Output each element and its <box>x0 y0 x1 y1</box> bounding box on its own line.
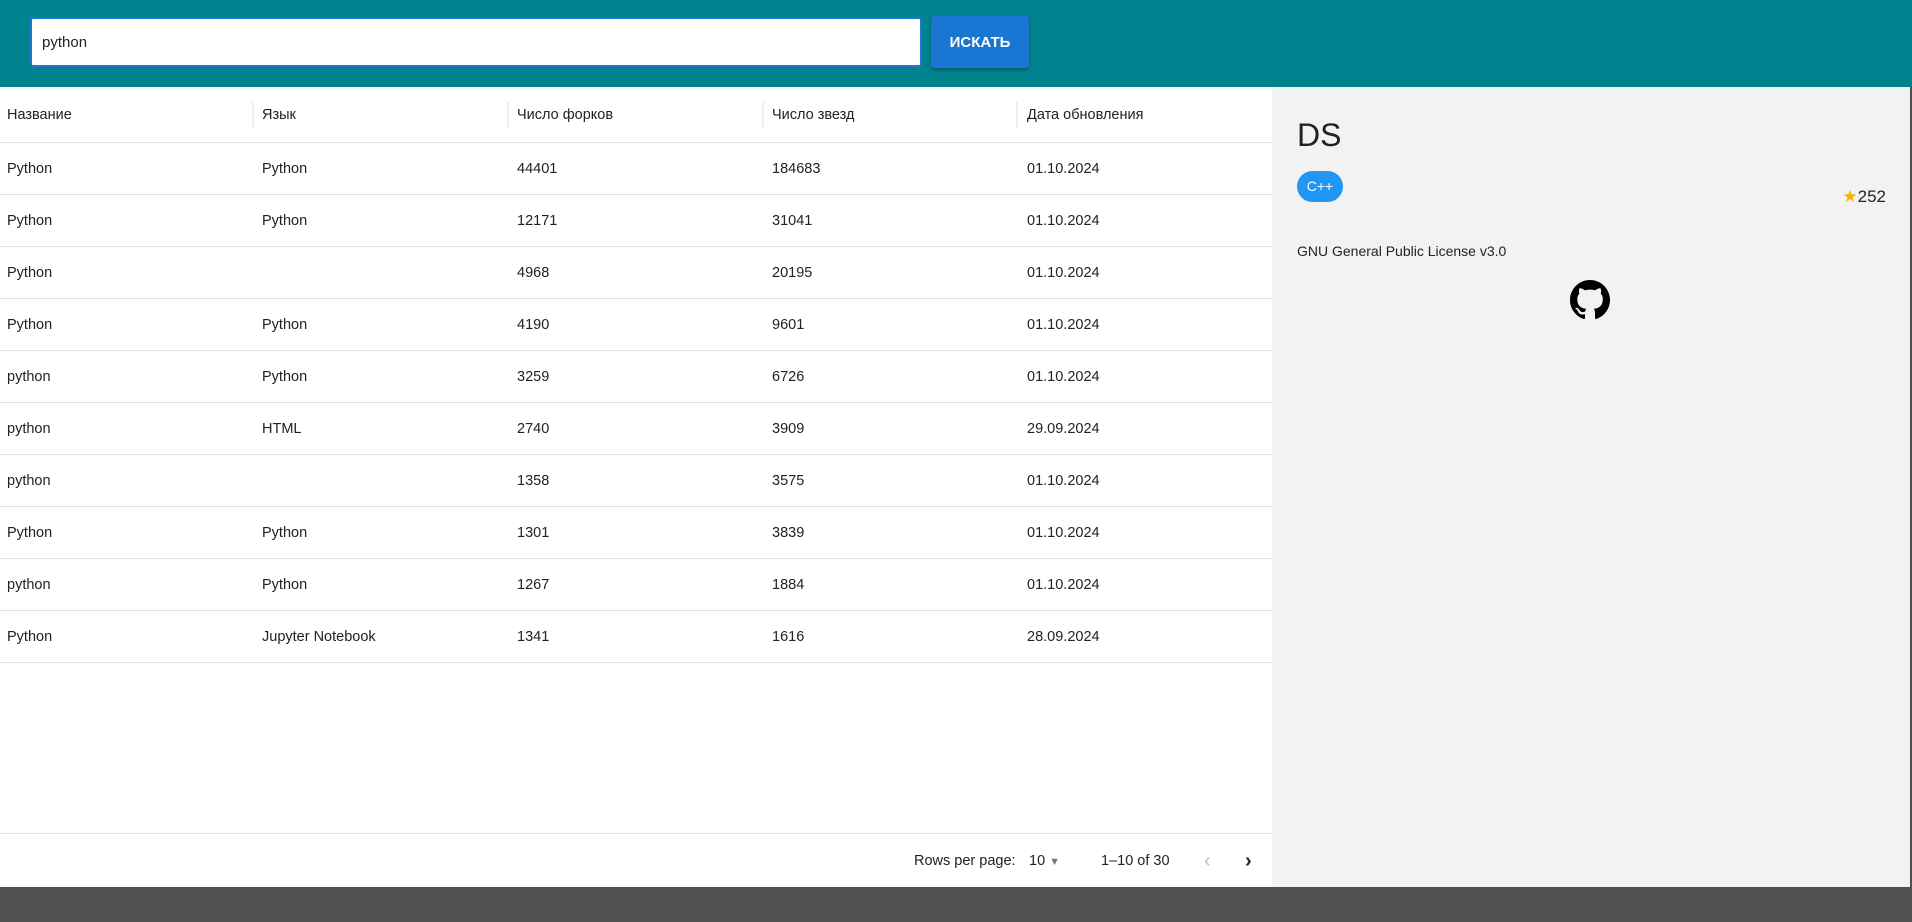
cell-stars: 1884 <box>772 577 805 593</box>
cell-stars: 3909 <box>772 421 805 437</box>
repository-details-panel: DS C++ ★252 GNU General Public License v… <box>1272 87 1910 887</box>
cell-name: Python <box>7 317 53 333</box>
cell-updated: 01.10.2024 <box>1027 265 1100 281</box>
table-row[interactable]: Python Jupyter Notebook 1341 1616 28.09.2024 <box>0 611 1272 663</box>
previous-page-button[interactable]: ‹ <box>1204 850 1211 872</box>
cell-forks: 2740 <box>517 421 550 437</box>
table-header: Название Язык Число форков Число звезд Д… <box>0 87 1272 143</box>
license: GNU General Public License v3.0 <box>1297 243 1507 259</box>
cell-stars: 1616 <box>772 629 805 645</box>
cell-updated: 01.10.2024 <box>1027 525 1100 541</box>
cell-forks: 4968 <box>517 265 550 281</box>
table-row[interactable]: python Python 3259 6726 01.10.2024 <box>0 351 1272 403</box>
github-icon[interactable] <box>1570 280 1610 324</box>
table-row[interactable]: python Python 1267 1884 01.10.2024 <box>0 559 1272 611</box>
column-header-updated[interactable]: Дата обновления <box>1027 107 1144 123</box>
cell-forks: 1301 <box>517 525 550 541</box>
table-row[interactable]: Python Python 1301 3839 01.10.2024 <box>0 507 1272 559</box>
cell-name: python <box>7 421 51 437</box>
cell-name: python <box>7 577 51 593</box>
cell-updated: 01.10.2024 <box>1027 317 1100 333</box>
search-input[interactable] <box>30 17 922 67</box>
rows-per-page-value: 10 <box>1029 853 1046 869</box>
cell-stars: 3839 <box>772 525 805 541</box>
next-page-button[interactable]: › <box>1245 850 1252 872</box>
cell-name: python <box>7 473 51 489</box>
top-bar: ИСКАТЬ <box>0 0 1912 87</box>
cell-updated: 01.10.2024 <box>1027 473 1100 489</box>
table-row[interactable]: Python Python 12171 31041 01.10.2024 <box>0 195 1272 247</box>
column-header-name[interactable]: Название <box>7 107 72 123</box>
rows-per-page-label: Rows per page: <box>914 853 1016 869</box>
cell-forks: 4190 <box>517 317 550 333</box>
column-header-language[interactable]: Язык <box>262 107 296 123</box>
column-header-stars[interactable]: Число звезд <box>772 107 855 123</box>
cell-language: Python <box>262 369 308 385</box>
stars-count: ★252 <box>1842 187 1886 207</box>
cell-updated: 01.10.2024 <box>1027 577 1100 593</box>
cell-language: Python <box>262 213 308 229</box>
cell-name: Python <box>7 629 53 645</box>
search-button[interactable]: ИСКАТЬ <box>931 16 1029 68</box>
cell-forks: 12171 <box>517 213 558 229</box>
star-icon: ★ <box>1842 187 1858 206</box>
cell-language: Python <box>262 161 308 177</box>
cell-name: Python <box>7 213 53 229</box>
cell-name: Python <box>7 525 53 541</box>
cell-updated: 28.09.2024 <box>1027 629 1100 645</box>
cell-name: python <box>7 369 51 385</box>
column-header-forks[interactable]: Число форков <box>517 107 614 123</box>
cell-forks: 1341 <box>517 629 550 645</box>
cell-language: HTML <box>262 421 302 437</box>
cell-name: Python <box>7 161 53 177</box>
language-chip: C++ <box>1297 171 1343 202</box>
cell-stars: 9601 <box>772 317 805 333</box>
table-row[interactable]: Python Python 4190 9601 01.10.2024 <box>0 299 1272 351</box>
cell-stars: 31041 <box>772 213 813 229</box>
cell-stars: 184683 <box>772 161 821 177</box>
column-separator <box>507 102 509 128</box>
cell-language: Jupyter Notebook <box>262 629 376 645</box>
pagination: Rows per page: 10 ▼ 1–10 of 30 ‹ › <box>0 833 1272 887</box>
table-row[interactable]: python HTML 2740 3909 29.09.2024 <box>0 403 1272 455</box>
cell-updated: 01.10.2024 <box>1027 161 1100 177</box>
column-separator <box>762 102 764 128</box>
repositories-table: Название Язык Число форков Число звезд Д… <box>0 87 1272 887</box>
cell-forks: 1267 <box>517 577 550 593</box>
page-range: 1–10 of 30 <box>1101 853 1170 869</box>
cell-stars: 3575 <box>772 473 805 489</box>
column-separator <box>1016 102 1018 128</box>
cell-name: Python <box>7 265 53 281</box>
cell-forks: 3259 <box>517 369 550 385</box>
cell-updated: 29.09.2024 <box>1027 421 1100 437</box>
column-separator <box>252 102 254 128</box>
table-row[interactable]: Python Python 44401 184683 01.10.2024 <box>0 143 1272 195</box>
cell-language: Python <box>262 317 308 333</box>
cell-updated: 01.10.2024 <box>1027 213 1100 229</box>
cell-updated: 01.10.2024 <box>1027 369 1100 385</box>
cell-stars: 20195 <box>772 265 813 281</box>
cell-stars: 6726 <box>772 369 805 385</box>
cell-language: Python <box>262 577 308 593</box>
rows-per-page-select[interactable]: 10 ▼ <box>1029 834 1060 889</box>
stars-value: 252 <box>1857 187 1886 206</box>
repository-title: DS <box>1297 117 1342 153</box>
cell-forks: 1358 <box>517 473 550 489</box>
dropdown-arrow-icon: ▼ <box>1049 856 1061 868</box>
cell-forks: 44401 <box>517 161 558 177</box>
table-row[interactable]: python 1358 3575 01.10.2024 <box>0 455 1272 507</box>
table-row[interactable]: Python 4968 20195 01.10.2024 <box>0 247 1272 299</box>
cell-language: Python <box>262 525 308 541</box>
